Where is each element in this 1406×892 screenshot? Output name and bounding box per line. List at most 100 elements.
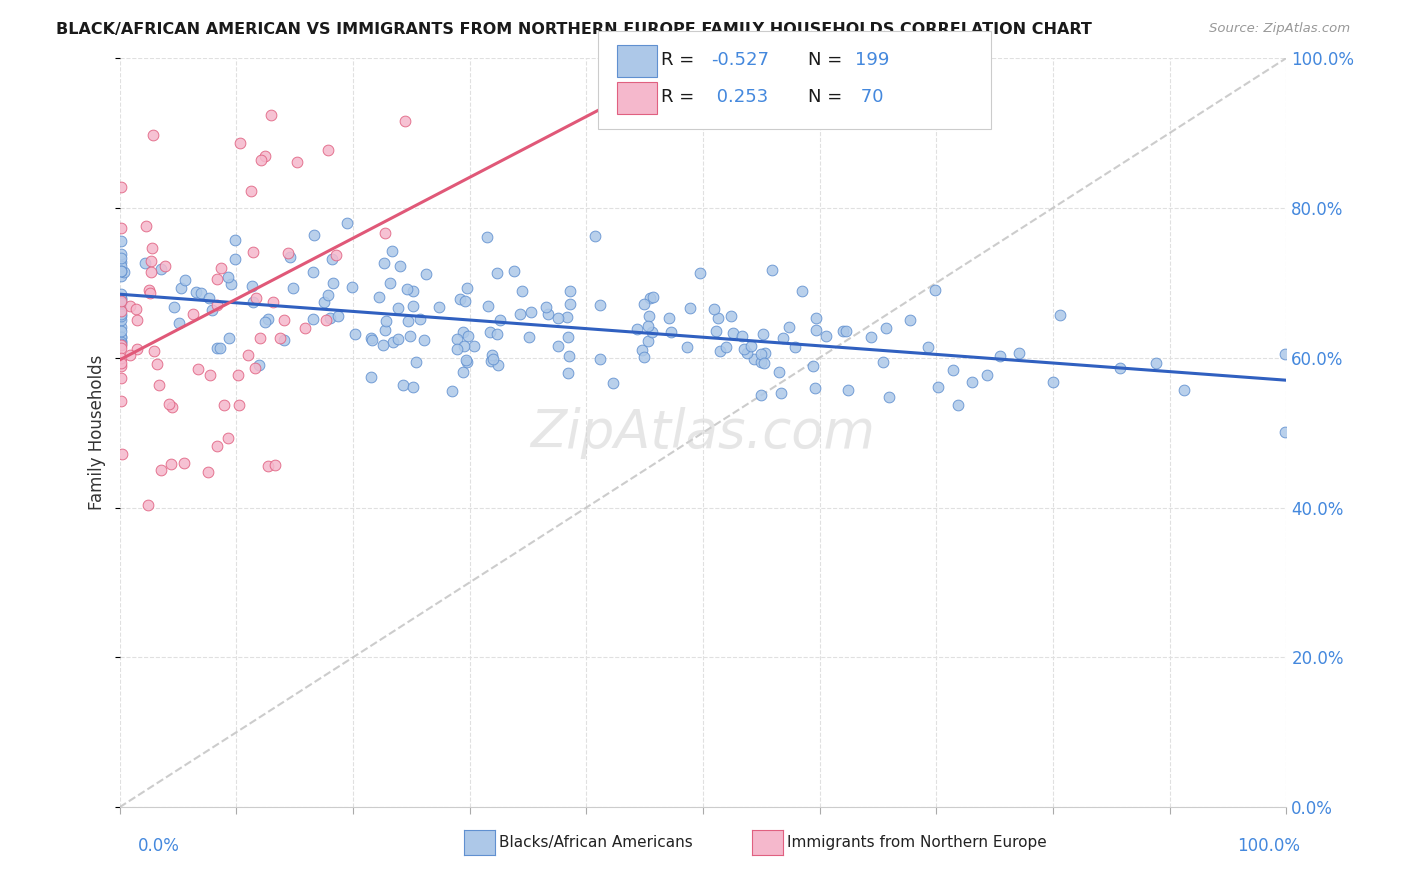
Point	[785, 340, 807, 354]
Point	[110, 359, 132, 373]
Point	[405, 355, 427, 369]
Point	[924, 283, 946, 297]
Point	[110, 292, 132, 306]
Point	[392, 377, 415, 392]
Point	[315, 312, 337, 326]
Point	[110, 337, 132, 351]
Point	[110, 252, 132, 266]
Point	[278, 250, 301, 264]
Y-axis label: Family Households: Family Households	[89, 355, 107, 510]
Point	[401, 284, 423, 298]
Point	[321, 252, 343, 267]
Point	[110, 313, 132, 327]
Point	[249, 358, 271, 372]
Point	[661, 326, 683, 340]
Point	[517, 330, 540, 344]
Point	[226, 368, 249, 382]
Point	[125, 313, 148, 327]
Point	[446, 342, 468, 356]
Point	[125, 301, 148, 316]
Text: ZipAtlas.com: ZipAtlas.com	[530, 407, 876, 458]
Point	[733, 343, 755, 357]
Point	[153, 259, 176, 273]
Point	[138, 283, 160, 297]
Point	[110, 234, 132, 248]
Text: BLACK/AFRICAN AMERICAN VS IMMIGRANTS FROM NORTHERN EUROPE FAMILY HOUSEHOLDS CORR: BLACK/AFRICAN AMERICAN VS IMMIGRANTS FRO…	[56, 22, 1092, 37]
Point	[169, 281, 191, 295]
Point	[217, 431, 239, 445]
Point	[110, 296, 132, 310]
Point	[689, 266, 711, 280]
Point	[110, 341, 132, 355]
Point	[201, 303, 224, 318]
Point	[453, 294, 475, 309]
Point	[709, 343, 731, 358]
Point	[716, 340, 738, 354]
Point	[547, 339, 569, 353]
Point	[658, 311, 681, 326]
Point	[257, 312, 280, 326]
Point	[502, 263, 524, 277]
Point	[402, 380, 425, 394]
Point	[281, 281, 304, 295]
Point	[110, 351, 132, 365]
Point	[139, 285, 162, 300]
Point	[440, 384, 463, 398]
Point	[638, 291, 661, 305]
Point	[633, 297, 655, 311]
Point	[374, 226, 396, 240]
Point	[205, 439, 228, 453]
Point	[988, 349, 1011, 363]
Point	[371, 338, 394, 352]
Point	[110, 309, 132, 323]
Point	[637, 319, 659, 334]
Point	[706, 324, 728, 338]
Text: 100.0%: 100.0%	[1237, 837, 1301, 855]
Point	[486, 266, 509, 280]
Point	[316, 143, 339, 157]
Point	[110, 301, 132, 316]
Point	[142, 344, 165, 359]
Point	[804, 311, 827, 326]
Point	[316, 287, 339, 301]
Point	[477, 230, 499, 244]
Point	[110, 319, 132, 334]
Text: 199: 199	[855, 51, 889, 69]
Point	[380, 276, 402, 290]
Point	[254, 316, 277, 330]
Point	[243, 361, 266, 376]
Point	[136, 498, 159, 512]
Point	[547, 310, 569, 325]
Point	[1274, 425, 1296, 439]
Point	[374, 323, 396, 337]
Point	[197, 465, 219, 479]
Point	[831, 324, 853, 338]
Point	[110, 334, 132, 349]
Point	[319, 310, 342, 325]
Point	[740, 338, 762, 352]
Point	[394, 114, 416, 128]
Point	[277, 245, 299, 260]
Point	[375, 314, 398, 328]
Point	[160, 401, 183, 415]
Point	[772, 331, 794, 345]
Point	[633, 350, 655, 364]
Point	[381, 244, 404, 259]
Point	[456, 355, 478, 369]
Point	[110, 304, 132, 318]
Point	[481, 348, 503, 362]
Point	[302, 227, 325, 242]
Point	[560, 284, 582, 298]
Point	[427, 300, 450, 314]
Point	[1274, 347, 1296, 361]
Point	[368, 289, 391, 303]
Point	[134, 256, 156, 270]
Point	[387, 301, 409, 316]
Point	[360, 331, 382, 345]
Point	[254, 149, 277, 163]
Point	[242, 245, 264, 260]
Text: 70: 70	[855, 88, 883, 106]
Text: R =: R =	[661, 88, 700, 106]
Point	[456, 281, 478, 295]
Point	[112, 265, 135, 279]
